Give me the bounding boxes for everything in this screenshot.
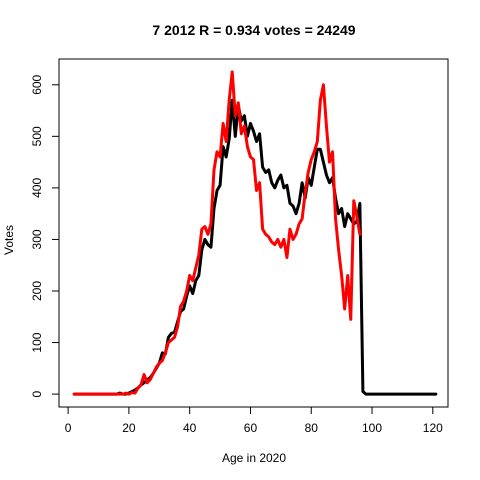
x-tick-label: 0 — [65, 421, 72, 435]
series-line-1 — [72, 98, 438, 396]
y-tick-label: 400 — [30, 178, 44, 198]
plot-frame — [58, 58, 449, 408]
x-tick-label: 40 — [183, 421, 197, 435]
y-axis: 0 100 200 300 400 500 600 — [30, 74, 60, 397]
x-tick-label: 60 — [244, 421, 258, 435]
x-tick-label: 80 — [305, 421, 319, 435]
y-tick-label: 600 — [30, 74, 44, 94]
chart-title: 7 2012 R = 0.934 votes = 24249 — [152, 22, 355, 38]
y-tick-label: 300 — [30, 229, 44, 249]
y-tick-label: 0 — [30, 390, 44, 397]
x-axis-label: Age in 2020 — [222, 451, 286, 465]
series-layer — [72, 70, 438, 396]
y-tick-label: 200 — [30, 281, 44, 301]
x-tick-label: 20 — [122, 421, 136, 435]
y-tick-label: 100 — [30, 332, 44, 352]
x-tick-label: 100 — [362, 421, 382, 435]
x-tick-label: 120 — [423, 421, 443, 435]
y-tick-label: 500 — [30, 126, 44, 146]
y-axis-label: Votes — [2, 225, 16, 255]
series-line-2 — [72, 70, 362, 396]
x-axis: 0 20 40 60 80 100 120 — [65, 406, 443, 435]
